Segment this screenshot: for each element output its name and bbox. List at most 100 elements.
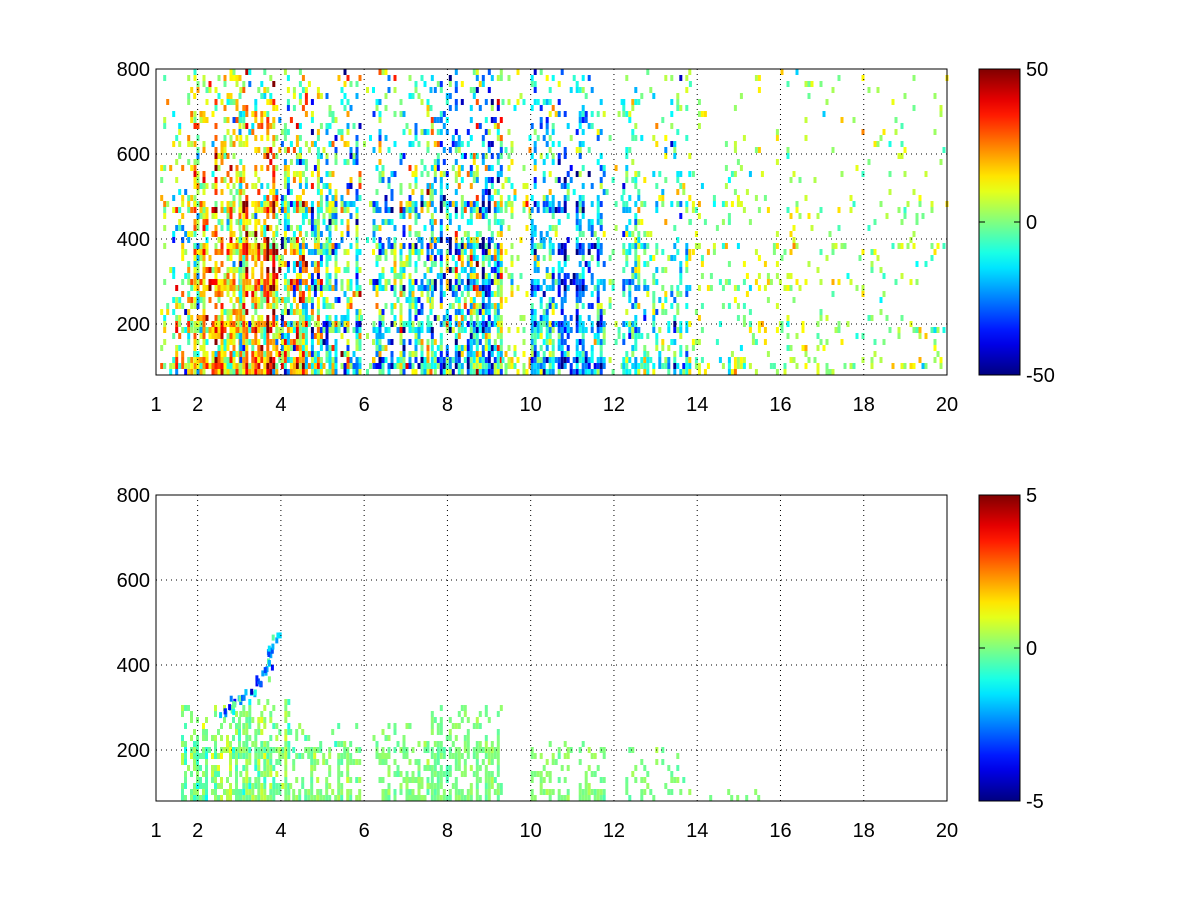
heatmap-cell — [563, 351, 567, 357]
heatmap-cell — [381, 369, 385, 375]
heatmap-cell — [295, 249, 299, 255]
heatmap-cell — [417, 363, 421, 369]
heatmap-cell — [596, 279, 600, 285]
heatmap-cell — [223, 273, 227, 279]
heatmap-cell — [411, 777, 415, 783]
heatmap-cell — [918, 357, 922, 363]
heatmap-cell — [608, 357, 612, 363]
heatmap-cell — [763, 327, 767, 333]
heatmap-cell — [436, 783, 440, 789]
heatmap-cell — [232, 303, 236, 309]
heatmap-cell — [295, 333, 299, 339]
heatmap-cell — [478, 105, 482, 111]
heatmap-cell — [219, 712, 223, 719]
heatmap-cell — [283, 339, 287, 345]
heatmap-cell — [202, 255, 206, 261]
heatmap-cell — [248, 243, 252, 249]
heatmap-cell — [289, 327, 293, 333]
heatmap-cell — [487, 795, 491, 801]
heatmap-cell — [460, 261, 464, 267]
heatmap-cell — [542, 321, 546, 327]
heatmap-cell — [625, 369, 629, 375]
heatmap-cell — [411, 279, 415, 285]
heatmap-cell — [235, 789, 238, 795]
heatmap-cell — [402, 735, 406, 741]
heatmap-cell — [399, 783, 403, 789]
heatmap-cell — [709, 795, 713, 801]
heatmap-cell — [217, 369, 221, 375]
heatmap-cell — [551, 339, 555, 345]
heatmap-cell — [542, 369, 546, 375]
heatmap-cell — [496, 129, 500, 135]
heatmap-cell — [251, 267, 255, 273]
heatmap-cell — [310, 333, 314, 339]
heatmap-cell — [196, 135, 200, 141]
heatmap-cell — [661, 267, 665, 273]
heatmap-cell — [436, 81, 440, 87]
heatmap-cell — [193, 345, 197, 351]
heatmap-cell — [381, 243, 385, 249]
heatmap-cell — [691, 339, 695, 345]
heatmap-cell — [457, 795, 461, 801]
heatmap-cell — [196, 123, 200, 129]
heatmap-cell — [939, 105, 943, 111]
heatmap-cell — [501, 99, 505, 105]
heatmap-cell — [484, 309, 488, 315]
heatmap-cell — [283, 357, 287, 363]
heatmap-cell — [372, 207, 376, 213]
heatmap-cell — [378, 345, 382, 351]
heatmap-cell — [439, 237, 443, 243]
heatmap-cell — [757, 327, 761, 333]
heatmap-cell — [590, 201, 594, 207]
heatmap-cell — [469, 105, 473, 111]
heatmap-cell — [214, 231, 218, 237]
heatmap-cell — [867, 225, 871, 231]
heatmap-cell — [414, 327, 418, 333]
heatmap-cell — [340, 195, 344, 201]
heatmap-cell — [457, 345, 461, 351]
heatmap-cell — [587, 789, 591, 795]
heatmap-cell — [295, 153, 299, 159]
heatmap-cell — [408, 249, 412, 255]
heatmap-cell — [322, 147, 326, 153]
heatmap-cell — [238, 729, 241, 735]
heatmap-cell — [727, 261, 731, 267]
heatmap-cell — [313, 291, 317, 297]
heatmap-cell — [217, 153, 221, 159]
heatmap-cell — [487, 129, 491, 135]
heatmap-cell — [587, 369, 591, 375]
heatmap-cell — [172, 195, 176, 201]
heatmap-cell — [229, 765, 232, 771]
heatmap-cell — [372, 735, 376, 741]
heatmap-cell — [420, 75, 424, 81]
heatmap-cell — [430, 771, 434, 777]
heatmap-cell — [346, 183, 350, 189]
heatmap-cells-bottom — [181, 632, 761, 801]
heatmap-cell — [325, 267, 329, 273]
heatmap-cell — [596, 291, 600, 297]
heatmap-cell — [548, 99, 552, 105]
heatmap-cell — [545, 75, 549, 81]
heatmap-cell — [530, 231, 534, 237]
heatmap-cell — [232, 231, 236, 237]
heatmap-cell — [254, 213, 258, 219]
heatmap-cell — [810, 225, 814, 231]
y-tick-label: 200 — [117, 314, 150, 336]
heatmap-cell — [280, 327, 284, 333]
heatmap-cell — [897, 333, 901, 339]
heatmap-cell — [263, 111, 267, 117]
heatmap-cell — [266, 147, 270, 153]
heatmap-cell — [251, 111, 255, 117]
heatmap-cell — [454, 237, 458, 243]
heatmap-cell — [688, 789, 692, 795]
heatmap-cell — [484, 177, 488, 183]
heatmap-cell — [257, 729, 261, 735]
heatmap-cell — [381, 357, 385, 363]
heatmap-cell — [566, 753, 570, 759]
heatmap-cell — [533, 177, 537, 183]
heatmap-cell — [375, 285, 379, 291]
heatmap-cell — [193, 111, 197, 117]
heatmap-cell — [254, 795, 258, 801]
heatmap-cell — [411, 171, 415, 177]
heatmap-cell — [310, 765, 314, 771]
